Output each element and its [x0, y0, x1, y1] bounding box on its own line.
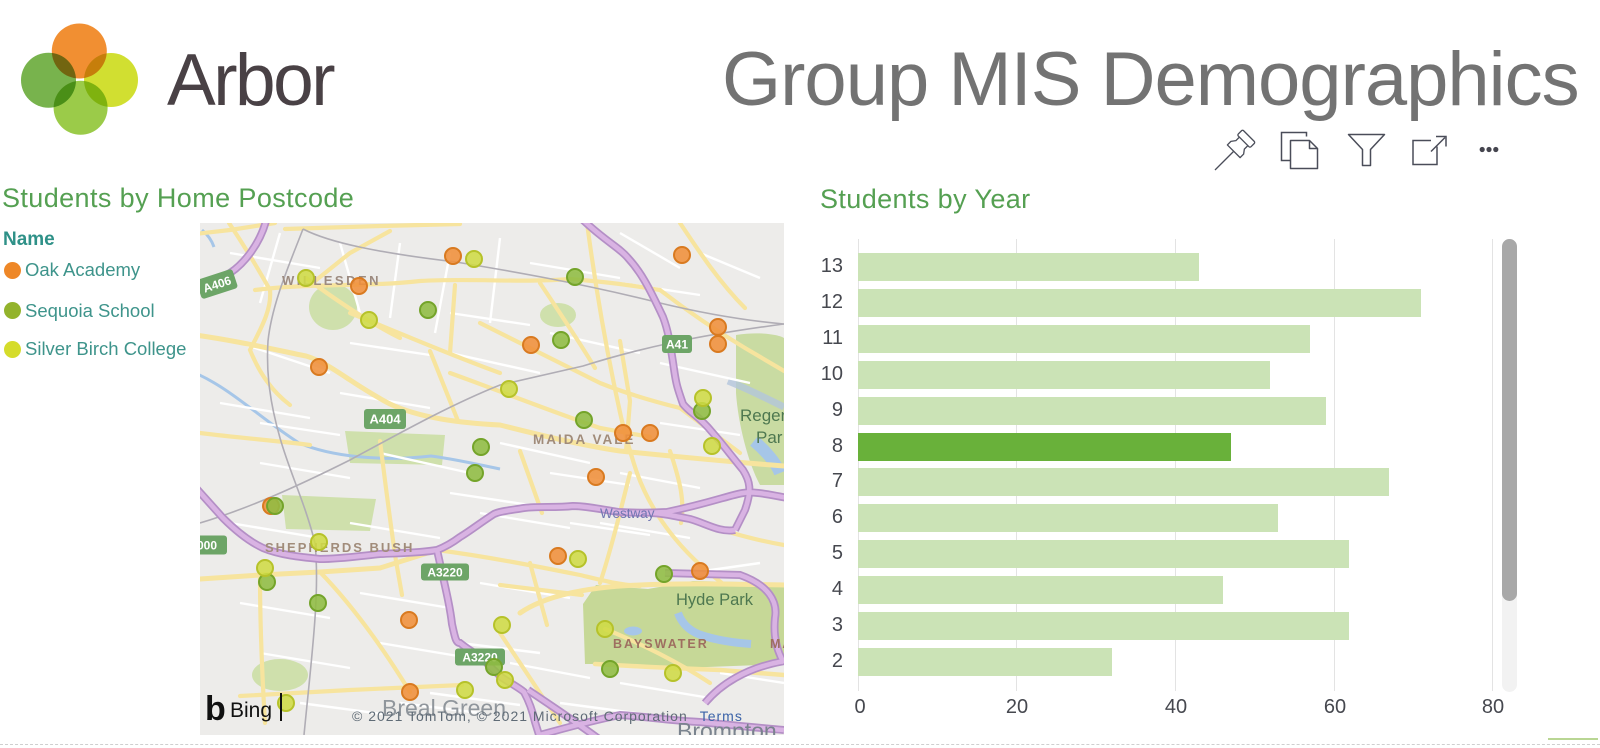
svg-text:SHEPHERDS BUSH: SHEPHERDS BUSH: [265, 540, 414, 555]
svg-text:Hyde Park: Hyde Park: [676, 591, 754, 609]
svg-text:MAY: MAY: [770, 637, 784, 651]
svg-text:MAIDA VALE: MAIDA VALE: [533, 432, 636, 447]
svg-text:Westway: Westway: [600, 506, 655, 521]
svg-text:b: b: [205, 690, 226, 728]
svg-text:Par: Par: [756, 428, 783, 447]
svg-text:Regen: Regen: [740, 406, 784, 425]
svg-text:© 2021 TomTom, © 2021 Microsof: © 2021 TomTom, © 2021 Microsoft Corporat…: [352, 708, 743, 724]
svg-text:A3220: A3220: [427, 566, 463, 580]
svg-text:Brompton: Brompton: [677, 718, 777, 735]
svg-text:BAYSWATER: BAYSWATER: [613, 637, 709, 651]
svg-text:A41: A41: [666, 338, 688, 352]
svg-text:Breal Green: Breal Green: [382, 695, 506, 721]
svg-text:A404: A404: [369, 412, 401, 427]
svg-text:Bing: Bing: [230, 699, 272, 722]
svg-text:000: 000: [200, 539, 217, 553]
